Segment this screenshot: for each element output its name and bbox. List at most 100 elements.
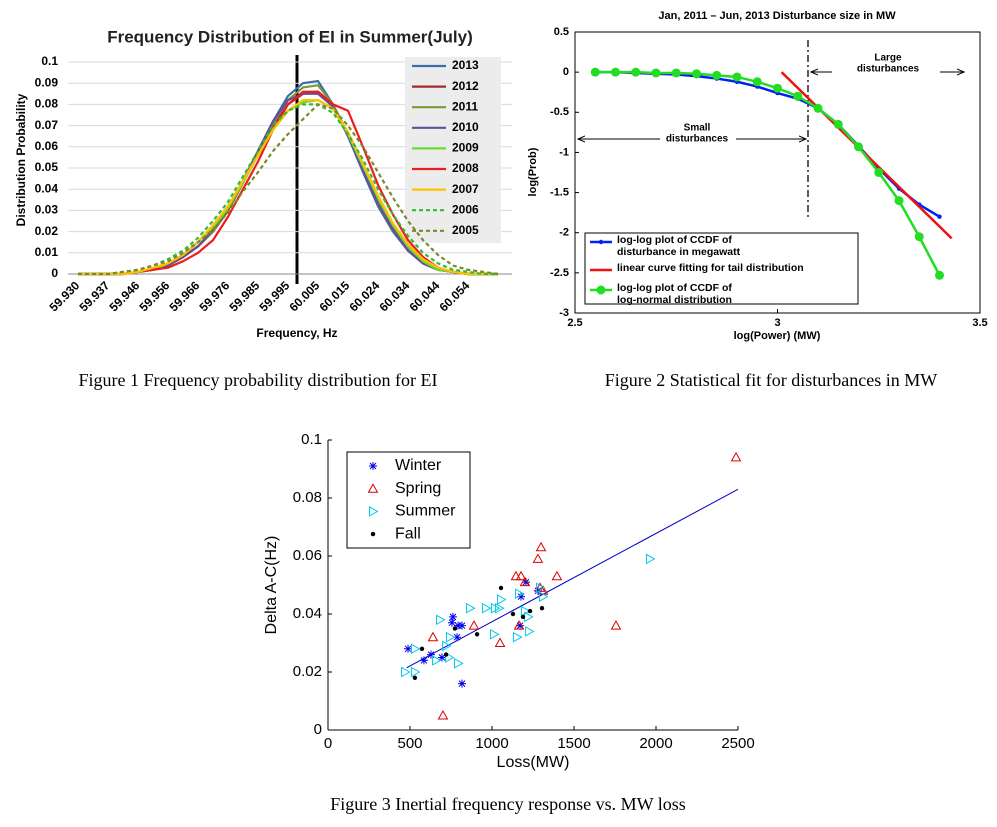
chart-title: Jan, 2011 – Jun, 2013 Disturbance size i… (658, 10, 896, 22)
point (539, 606, 545, 611)
y-tick-label: -2.5 (550, 267, 569, 279)
point (436, 614, 446, 626)
point (494, 637, 506, 647)
legend-label: 2011 (452, 99, 478, 113)
point (611, 67, 620, 77)
legend-label: 2005 (452, 223, 479, 237)
y-tick-label: 0.05 (35, 160, 59, 174)
legend-label: Fall (395, 525, 421, 542)
point (515, 588, 525, 600)
point (854, 142, 863, 152)
x-tick-label: 59.966 (167, 278, 203, 314)
y-tick-label: 0.02 (293, 663, 322, 680)
point (730, 451, 742, 462)
caption: Figure 3 Inertial frequency response vs.… (330, 794, 686, 814)
legend-box (405, 57, 501, 243)
caption: Figure 2 Statistical fit for disturbance… (605, 370, 937, 390)
point (489, 628, 500, 640)
legend-label: linear curve fitting for tail distributi… (617, 262, 804, 274)
series-line (78, 99, 498, 276)
point (516, 621, 525, 630)
y-tick-label: 0.01 (35, 245, 59, 259)
point (732, 72, 742, 82)
point (497, 594, 507, 605)
point (495, 602, 505, 614)
legend-label: 2010 (452, 120, 479, 134)
point (454, 657, 464, 669)
legend-box (584, 232, 859, 305)
point (521, 578, 530, 587)
series-line (78, 90, 498, 276)
point (515, 570, 527, 581)
legend-label: log-log plot of CCDF of disturbance in m… (617, 234, 741, 258)
x-tick-label: 60.005 (287, 278, 323, 314)
point (447, 618, 456, 627)
y-tick-label: 0.08 (35, 97, 59, 111)
y-tick-label: -3 (559, 307, 569, 319)
point (752, 77, 762, 87)
point (401, 666, 411, 678)
x-tick-label: 2000 (639, 735, 672, 752)
x-tick-label: 59.956 (137, 278, 173, 314)
point (551, 570, 563, 581)
point (474, 632, 480, 637)
legend-box (346, 451, 471, 549)
x-tick-label: 3.5 (972, 317, 987, 329)
y-axis-label: log(Prob) (527, 147, 539, 196)
point (410, 666, 421, 678)
point (524, 611, 534, 623)
legend-marker (367, 483, 379, 493)
annotation: Small (684, 123, 711, 134)
point (457, 679, 466, 688)
series-line (78, 103, 499, 276)
legend-label: log-log plot of CCDF of log-normal distr… (617, 282, 732, 306)
x-tick-label: 500 (397, 735, 422, 752)
legend-marker (598, 239, 604, 245)
legend-label: 2009 (452, 141, 479, 155)
point (645, 553, 656, 565)
x-tick-label: 60.034 (377, 278, 413, 314)
y-tick-label: 0.5 (554, 26, 569, 38)
point (532, 553, 544, 563)
point (426, 650, 435, 659)
point (590, 67, 600, 77)
y-tick-label: 0.09 (35, 75, 59, 89)
legend-label: 2007 (452, 182, 479, 196)
point (510, 570, 522, 581)
legend-label: 2013 (452, 58, 479, 72)
point (535, 541, 547, 552)
series-line (595, 70, 941, 218)
point (512, 631, 523, 643)
point (894, 196, 904, 206)
point (539, 591, 549, 602)
point (937, 214, 942, 219)
legend-label: 2006 (452, 202, 479, 216)
y-tick-label: 0.02 (35, 224, 59, 238)
point (468, 620, 480, 630)
y-axis-label: Distribution Probability (14, 93, 28, 226)
point (448, 612, 457, 621)
point (412, 675, 418, 680)
legend-marker (370, 531, 376, 537)
y-tick-label: 0.1 (301, 431, 322, 448)
y-tick-label: -1 (559, 146, 569, 158)
x-axis-label: Frequency, Hz (256, 326, 337, 340)
point (445, 652, 455, 663)
y-tick-label: 0.08 (293, 489, 322, 506)
point (457, 621, 466, 630)
point (534, 582, 546, 592)
point (813, 103, 823, 113)
point (437, 653, 446, 662)
point (432, 655, 442, 666)
x-tick-label: 60.024 (347, 278, 383, 314)
y-tick-label: 0 (51, 266, 58, 280)
x-tick-label: 3 (774, 317, 780, 329)
point (427, 631, 439, 642)
caption: Figure 1 Frequency probability distribut… (79, 370, 438, 390)
point (517, 592, 526, 601)
x-tick-label: 59.930 (47, 278, 83, 314)
point (410, 643, 421, 655)
x-tick-label: 0 (324, 735, 332, 752)
legend-label: 2012 (452, 79, 479, 93)
